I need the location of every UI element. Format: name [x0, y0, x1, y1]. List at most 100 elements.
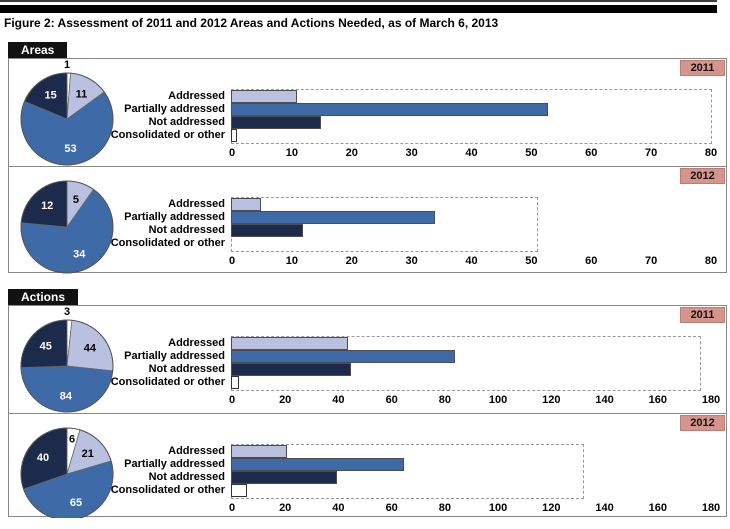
pie-value-label-not-addressed: 15 — [44, 90, 56, 102]
axis-tick-label: 160 — [648, 502, 667, 514]
axis-tick-label: 140 — [595, 502, 614, 514]
axis-tick-label: 30 — [405, 255, 418, 267]
category-label-not-addressed: Not addressed — [148, 224, 225, 236]
category-label-partially-addressed: Partially addressed — [124, 103, 225, 115]
axis-tick-label: 40 — [465, 147, 478, 159]
axis-tick-label: 10 — [285, 255, 299, 267]
axis-tick-label: 60 — [585, 255, 598, 267]
axis-tick-label: 120 — [542, 502, 561, 514]
category-label-not-addressed: Not addressed — [148, 116, 225, 128]
bar-addressed — [231, 198, 261, 211]
category-label-addressed: Addressed — [168, 198, 225, 210]
category-label-partially-addressed: Partially addressed — [124, 350, 225, 362]
category-label-addressed: Addressed — [168, 337, 225, 349]
category-label-consolidated-or-other: Consolidated or other — [110, 376, 225, 388]
axis-tick-label: 40 — [332, 394, 345, 406]
category-label-not-addressed: Not addressed — [148, 363, 225, 375]
bar-not-addressed — [231, 363, 351, 376]
bar-partially-addressed — [231, 458, 404, 471]
axis-tick-label: 40 — [332, 502, 345, 514]
category-labels: Addressed Partially addressed Not addresse… — [49, 198, 225, 250]
category-label-partially-addressed: Partially addressed — [124, 458, 225, 470]
year-badge-actions-2011: 2011 — [680, 307, 725, 323]
actions-box: 2011 3 44 84 45 Addressed Partially addressed… — [8, 305, 727, 518]
section-tab-actions: Actions — [8, 289, 79, 305]
axis-tick-label: 100 — [488, 502, 508, 514]
pie-value-label-not-addressed: 45 — [40, 341, 52, 353]
bar-not-addressed — [231, 471, 338, 484]
category-label-partially-addressed: Partially addressed — [124, 211, 225, 223]
axis-tick-label: 20 — [345, 255, 358, 267]
axis-tick-label: 120 — [542, 394, 561, 406]
axis-tick-label: 20 — [345, 147, 358, 159]
category-label-addressed: Addressed — [168, 445, 225, 457]
pie-value-label-addressed: 21 — [82, 448, 94, 460]
bar-partially-addressed — [231, 350, 455, 363]
axis-tick-label: 80 — [704, 147, 718, 159]
bar-addressed — [231, 90, 297, 103]
axis-tick-label: 70 — [644, 255, 658, 267]
axis-tick-label: 10 — [285, 147, 299, 159]
x-axis: 0 10 20 30 40 50 60 70 80 — [228, 255, 717, 268]
chart-row-actions-2012: 2012 6 21 65 40 Addressed Partially addressed… — [9, 414, 726, 518]
category-label-consolidated-or-other: Consolidated or other — [110, 237, 225, 249]
axis-tick-label: 100 — [488, 394, 508, 406]
category-labels: Addressed Partially addressed Not addresse… — [49, 90, 225, 142]
axis-tick-label: 140 — [595, 394, 614, 406]
chart-row-areas-2012: 2012 5 34 12 Addressed Partially addressed No… — [9, 167, 726, 274]
axis-tick-label: 20 — [279, 394, 292, 406]
axis-tick-label: 0 — [228, 394, 236, 406]
bar-consolidated-or-other — [231, 376, 239, 389]
axis-tick-label: 160 — [648, 394, 667, 406]
bar-addressed — [231, 445, 287, 458]
pie-value-label-partially-addressed: 84 — [60, 390, 73, 402]
axis-tick-label: 0 — [228, 502, 236, 514]
pie-value-label-partially-addressed: 65 — [70, 497, 82, 509]
bar-partially-addressed — [231, 211, 435, 224]
year-badge-actions-2012: 2012 — [680, 415, 725, 431]
areas-box: 2011 1 11 53 15 Addressed Partially addressed… — [8, 58, 727, 274]
bar-plot — [231, 444, 712, 500]
axis-tick-label: 180 — [701, 502, 721, 514]
year-badge-areas-2011: 2011 — [680, 60, 725, 76]
axis-tick-label: 60 — [385, 394, 398, 406]
category-labels: Addressed Partially addressed Not addresse… — [49, 337, 225, 389]
category-label-addressed: Addressed — [168, 90, 225, 102]
chart-row-actions-2011: 2011 3 44 84 45 Addressed Partially addressed… — [9, 306, 726, 413]
x-axis: 0 20 40 60 80 100 120 140 160 180 — [228, 502, 720, 515]
axis-tick-label: 70 — [644, 147, 658, 159]
pie-chart-actions-2011: 3 44 84 45 — [20, 306, 114, 413]
axis-tick-label: 0 — [228, 147, 236, 159]
section-tab-areas: Areas — [8, 42, 68, 58]
bar-plot — [231, 197, 712, 253]
pie-value-label-not-addressed: 12 — [41, 200, 53, 212]
row-divider — [9, 166, 726, 167]
axis-tick-label: 60 — [385, 502, 398, 514]
pie-value-label-consolidated-or-other: 3 — [64, 306, 70, 318]
axis-tick-label: 20 — [279, 502, 292, 514]
figure-title: Figure 2: Assessment of 2011 and 2012 Ar… — [4, 16, 499, 30]
bar-addressed — [231, 337, 349, 350]
pie-value-label-consolidated-or-other: 1 — [64, 59, 70, 71]
top-rule — [0, 0, 717, 2]
pie-value-label-not-addressed: 40 — [37, 452, 49, 464]
category-label-not-addressed: Not addressed — [148, 471, 225, 483]
year-badge-areas-2012: 2012 — [680, 168, 725, 184]
axis-tick-label: 80 — [438, 394, 452, 406]
axis-tick-label: 40 — [465, 255, 478, 267]
bar-not-addressed — [231, 116, 321, 129]
axis-tick-label: 80 — [704, 255, 718, 267]
axis-tick-label: 0 — [228, 255, 236, 267]
axis-tick-label: 50 — [525, 255, 538, 267]
axis-tick-label: 180 — [701, 394, 721, 406]
bar-plot — [231, 336, 712, 392]
bar-not-addressed — [231, 224, 303, 237]
pie-chart-actions-2012: 6 21 65 40 — [20, 427, 114, 518]
pie-value-label-addressed: 44 — [84, 343, 97, 355]
bar-consolidated-or-other — [231, 129, 237, 142]
category-label-consolidated-or-other: Consolidated or other — [110, 129, 225, 141]
bar-partially-addressed — [231, 103, 549, 116]
bar-plot — [231, 89, 712, 145]
